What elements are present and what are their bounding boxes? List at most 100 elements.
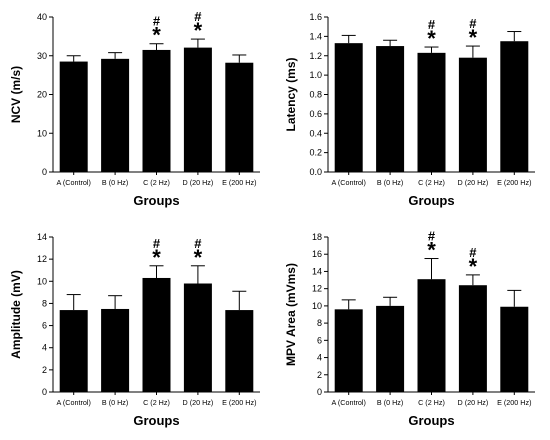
y-axis-title: NCV (m/s) bbox=[9, 66, 23, 123]
y-tick-label: 16 bbox=[312, 249, 322, 259]
y-tick-label: 18 bbox=[312, 232, 322, 242]
significance-star: * bbox=[152, 23, 161, 48]
bar bbox=[334, 309, 363, 392]
x-tick-label: A (Control) bbox=[57, 398, 91, 407]
x-tick-label: B (0 Hz) bbox=[377, 398, 403, 407]
bar bbox=[101, 308, 130, 392]
x-axis-title: Groups bbox=[408, 413, 454, 428]
significance-hash: # bbox=[428, 229, 436, 244]
y-axis-title: Amplitude (mV) bbox=[9, 270, 23, 359]
y-tick-label: 0 bbox=[42, 387, 47, 397]
y-tick-label: 1.4 bbox=[309, 31, 322, 41]
y-tick-label: 4 bbox=[317, 353, 322, 363]
y-tick-label: 1.6 bbox=[309, 12, 322, 22]
y-tick-label: 14 bbox=[37, 232, 47, 242]
x-tick-label: B (0 Hz) bbox=[102, 178, 128, 187]
y-tick-label: 20 bbox=[37, 90, 47, 100]
y-tick-label: 0 bbox=[42, 167, 47, 177]
x-tick-label: B (0 Hz) bbox=[377, 178, 403, 187]
significance-star: * bbox=[469, 254, 478, 279]
y-tick-label: 6 bbox=[42, 321, 47, 331]
significance-hash: # bbox=[428, 17, 436, 32]
y-tick-label: 4 bbox=[42, 343, 47, 353]
y-tick-label: 12 bbox=[37, 254, 47, 264]
y-tick-label: 10 bbox=[312, 301, 322, 311]
bar bbox=[142, 277, 171, 392]
y-tick-label: 0.2 bbox=[309, 148, 322, 158]
bar bbox=[458, 57, 487, 172]
y-tick-label: 10 bbox=[37, 128, 47, 138]
y-axis-title: MPV Area (mVms) bbox=[284, 263, 298, 366]
significance-hash: # bbox=[469, 16, 477, 31]
y-tick-label: 0 bbox=[317, 387, 322, 397]
significance-hash: # bbox=[469, 245, 477, 260]
y-tick-label: 6 bbox=[317, 335, 322, 345]
y-tick-label: 40 bbox=[37, 12, 47, 22]
bar bbox=[417, 279, 446, 392]
x-tick-label: B (0 Hz) bbox=[102, 398, 128, 407]
x-tick-label: D (20 Hz) bbox=[458, 398, 489, 407]
bar bbox=[376, 46, 405, 172]
y-tick-label: 14 bbox=[312, 266, 322, 276]
x-tick-label: D (20 Hz) bbox=[183, 178, 214, 187]
ncv-chart: 0 10 20 30 40 A (Control) B (0 Hz) C (2 Hz) # * D … bbox=[0, 0, 275, 220]
y-tick-label: 8 bbox=[317, 318, 322, 328]
significance-hash: # bbox=[194, 9, 202, 24]
x-tick-label: E (200 Hz) bbox=[497, 398, 531, 407]
bar bbox=[101, 58, 130, 172]
y-tick-label: 12 bbox=[312, 284, 322, 294]
significance-hash: # bbox=[153, 14, 161, 29]
y-tick-label: 1.0 bbox=[309, 70, 322, 80]
x-axis-title: Groups bbox=[133, 193, 179, 208]
x-axis-title: Groups bbox=[133, 413, 179, 428]
significance-hash: # bbox=[194, 236, 202, 251]
x-tick-label: D (20 Hz) bbox=[458, 178, 489, 187]
significance-star: * bbox=[427, 238, 436, 263]
bar bbox=[59, 310, 88, 392]
x-tick-label: C (2 Hz) bbox=[418, 178, 445, 187]
significance-star: * bbox=[194, 245, 203, 270]
y-tick-label: 30 bbox=[37, 51, 47, 61]
x-tick-label: E (200 Hz) bbox=[222, 398, 256, 407]
bar bbox=[183, 283, 212, 392]
x-tick-label: A (Control) bbox=[332, 398, 366, 407]
chart-svg: 0 2 4 6 8 10 12 14 16 18 A (Control) B (0 Hz) C (2 H… bbox=[284, 229, 535, 428]
x-tick-label: E (200 Hz) bbox=[497, 178, 531, 187]
y-tick-label: 0.8 bbox=[309, 90, 322, 100]
x-tick-label: A (Control) bbox=[57, 178, 91, 187]
significance-star: * bbox=[427, 26, 436, 51]
bar bbox=[225, 310, 254, 392]
bar bbox=[183, 47, 212, 172]
bar bbox=[225, 62, 254, 172]
x-tick-label: E (200 Hz) bbox=[222, 178, 256, 187]
bar bbox=[142, 49, 171, 172]
significance-star: * bbox=[152, 245, 161, 270]
y-tick-label: 2 bbox=[317, 370, 322, 380]
bar bbox=[458, 285, 487, 392]
y-tick-label: 2 bbox=[42, 365, 47, 375]
bar bbox=[500, 306, 529, 392]
bar bbox=[334, 43, 363, 172]
significance-hash: # bbox=[153, 236, 161, 251]
amplitude-chart: 0 2 4 6 8 10 12 14 A (Control) B (0 Hz) C (2 Hz) # *… bbox=[0, 220, 275, 440]
chart-svg: 0.0 0.2 0.4 0.6 0.8 1.0 1.2 1.4 1.6 A (Control) B … bbox=[284, 12, 535, 208]
x-tick-label: C (2 Hz) bbox=[143, 398, 170, 407]
x-tick-label: D (20 Hz) bbox=[183, 398, 214, 407]
y-tick-label: 8 bbox=[42, 298, 47, 308]
x-axis-title: Groups bbox=[408, 193, 454, 208]
bar bbox=[500, 41, 529, 172]
significance-star: * bbox=[469, 25, 478, 50]
bar bbox=[59, 61, 88, 172]
latency-chart: 0.0 0.2 0.4 0.6 0.8 1.0 1.2 1.4 1.6 A (Control) B … bbox=[275, 0, 550, 220]
y-tick-label: 1.2 bbox=[309, 51, 322, 61]
y-tick-label: 0.4 bbox=[309, 128, 322, 138]
y-axis-title: Latency (ms) bbox=[284, 57, 298, 131]
bar bbox=[417, 52, 446, 172]
y-tick-label: 0.6 bbox=[309, 109, 322, 119]
bar bbox=[376, 305, 405, 392]
mpv-area-chart: 0 2 4 6 8 10 12 14 16 18 A (Control) B (0 Hz) C (2 H… bbox=[275, 220, 550, 440]
significance-star: * bbox=[194, 18, 203, 43]
x-tick-label: C (2 Hz) bbox=[143, 178, 170, 187]
